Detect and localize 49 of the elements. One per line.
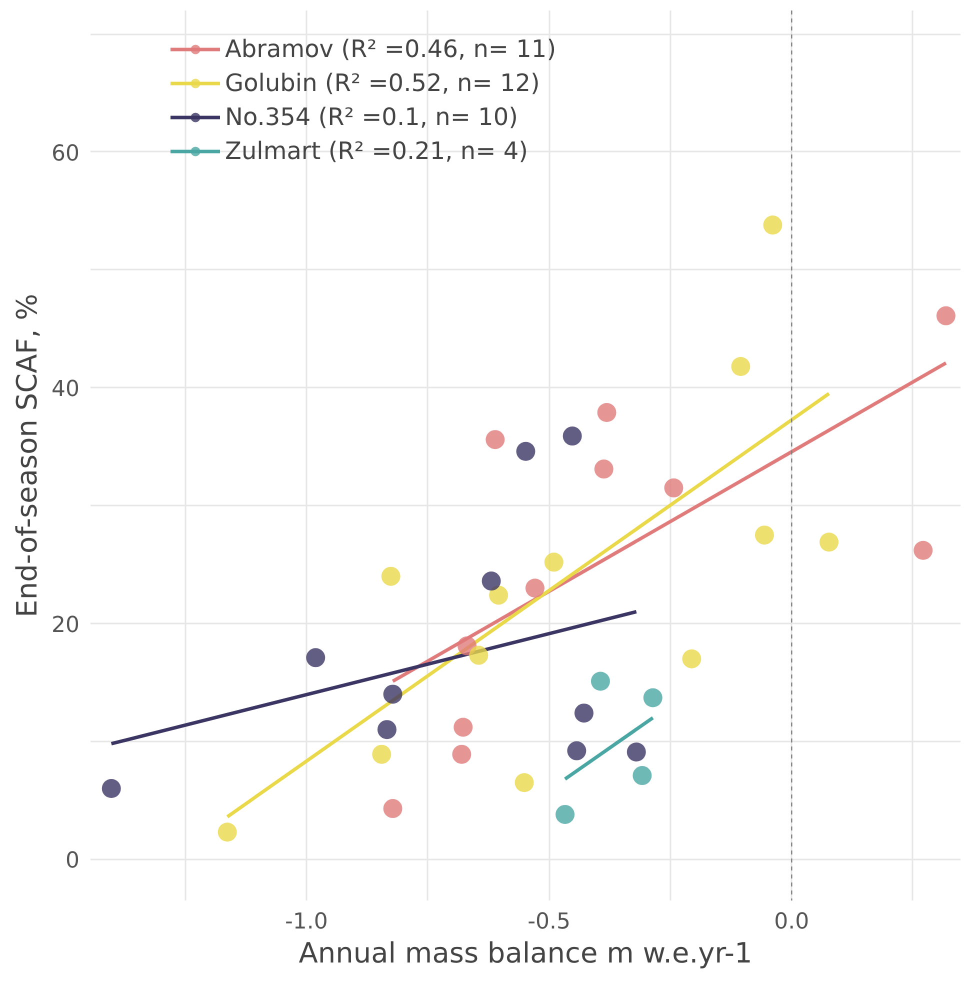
point	[372, 744, 392, 764]
point	[306, 648, 326, 668]
point	[516, 442, 536, 461]
legend-label: Zulmart (R² =0.21, n= 4)	[225, 137, 528, 165]
point	[632, 766, 652, 786]
point	[489, 586, 508, 605]
y-tick-label: 20	[52, 612, 80, 638]
point	[594, 460, 614, 479]
y-axis-title: End-of-season SCAF, %	[10, 294, 44, 618]
point	[590, 672, 610, 691]
point	[454, 718, 473, 737]
point	[664, 478, 684, 498]
point	[763, 216, 782, 235]
point	[562, 426, 582, 446]
point	[597, 402, 616, 422]
x-tick-label: -1.0	[284, 910, 328, 934]
point	[525, 578, 544, 598]
point	[567, 741, 586, 760]
point	[469, 646, 488, 665]
point	[102, 779, 121, 798]
legend-label: Abramov (R² =0.46, n= 11)	[225, 35, 556, 63]
x-axis-title: Annual mass balance m w.e.yr-1	[298, 936, 752, 970]
point	[377, 720, 396, 740]
x-tick-label: -0.5	[528, 910, 571, 934]
y-tick-label: 40	[52, 377, 80, 402]
point	[731, 357, 750, 376]
point	[514, 773, 534, 792]
y-tick-label: 60	[52, 141, 80, 166]
point	[383, 684, 402, 704]
point	[574, 704, 594, 723]
point	[383, 799, 402, 818]
legend-label: No.354 (R² =0.1, n= 10)	[225, 103, 518, 131]
point	[452, 744, 472, 764]
point	[218, 822, 237, 842]
point	[486, 430, 505, 450]
point	[914, 540, 933, 560]
point	[381, 566, 400, 586]
point	[556, 804, 575, 824]
point	[754, 526, 774, 545]
point	[682, 649, 702, 668]
point	[544, 552, 564, 572]
point	[936, 306, 956, 326]
legend-label: Golubin (R² =0.52, n= 12)	[225, 69, 540, 97]
y-tick-label: 0	[66, 848, 80, 874]
point	[626, 742, 646, 762]
x-tick-label: 0.0	[774, 910, 810, 934]
point	[482, 572, 501, 591]
point	[643, 688, 662, 708]
point	[820, 532, 839, 552]
